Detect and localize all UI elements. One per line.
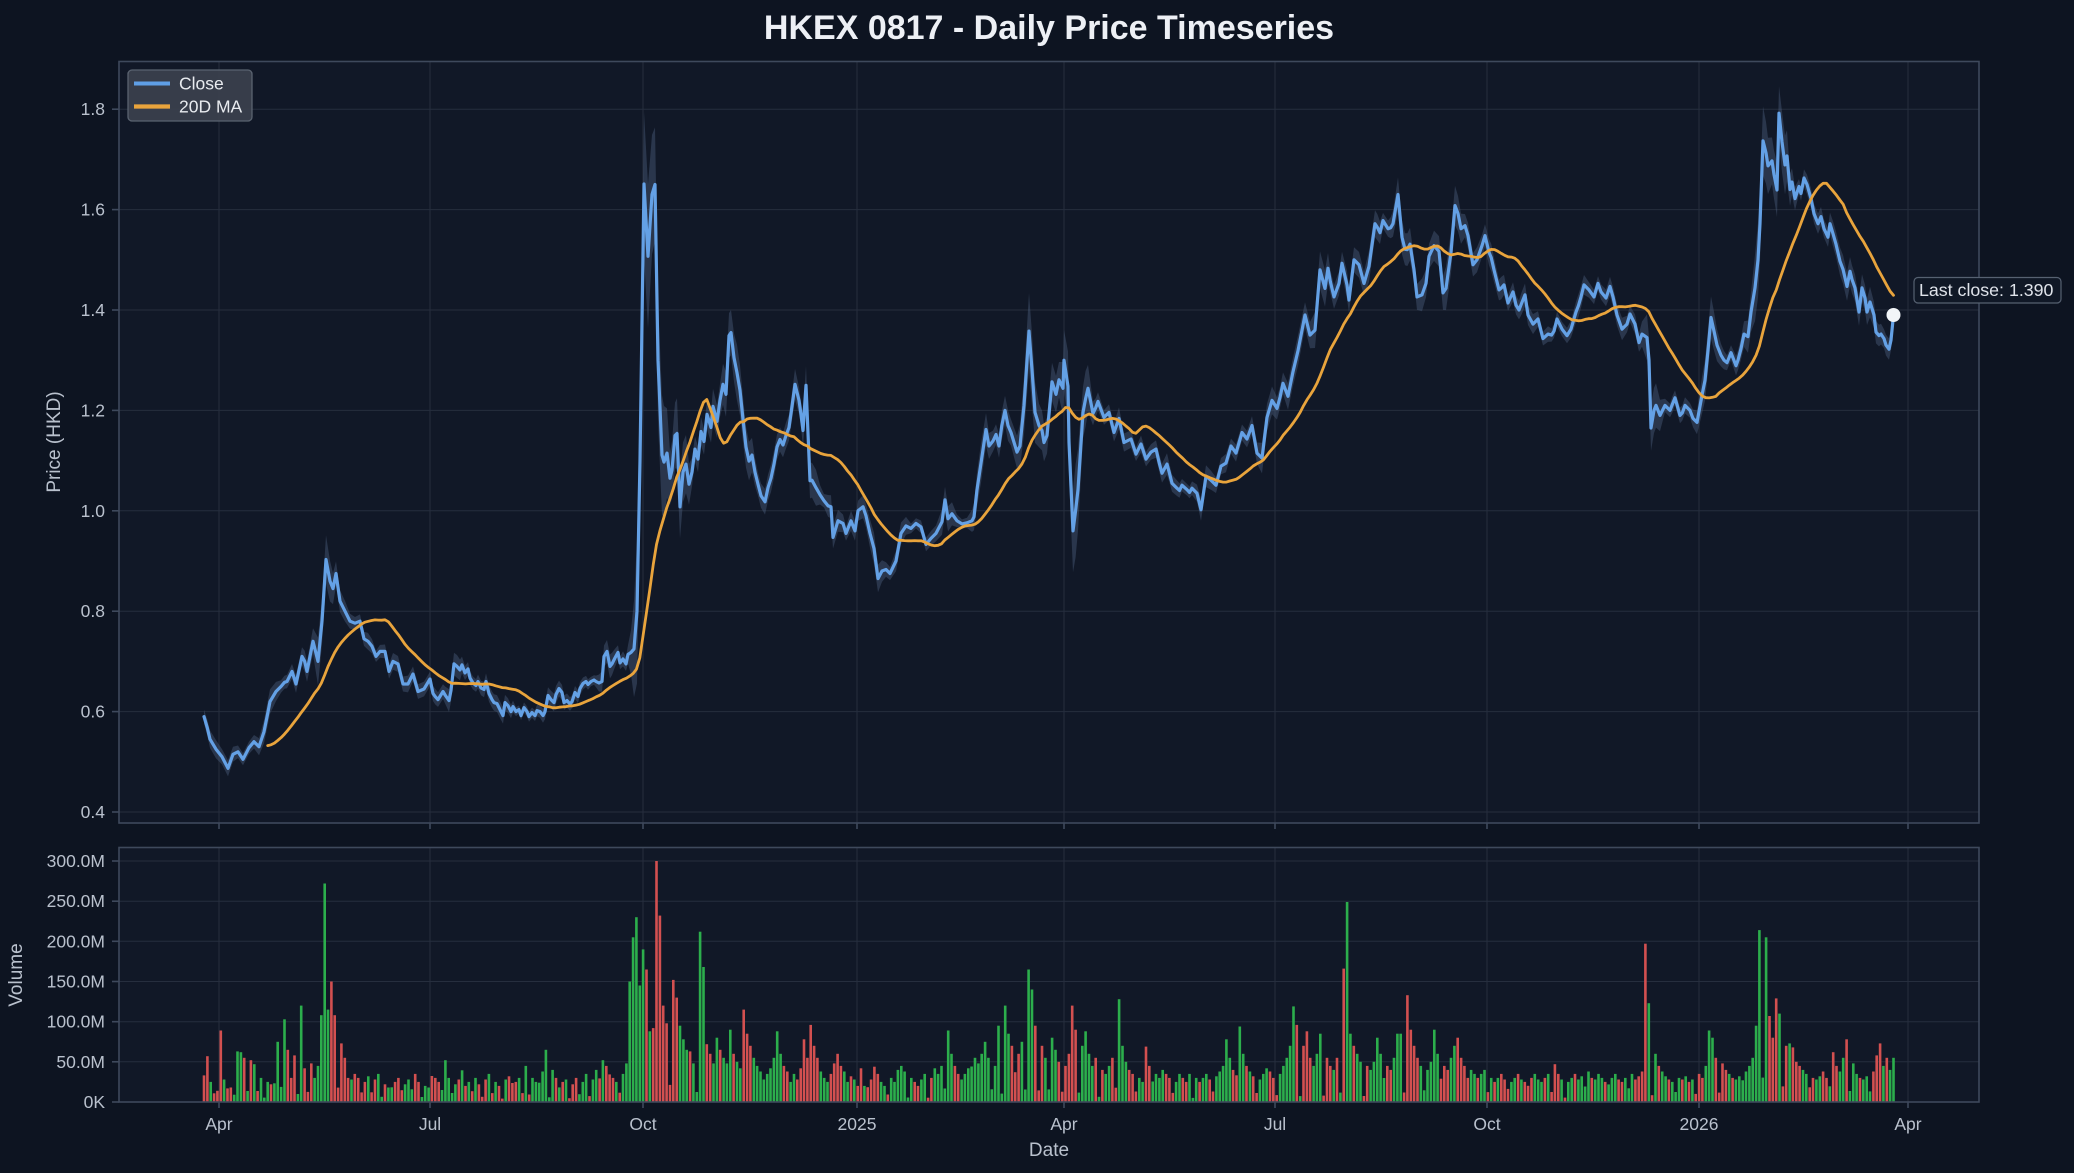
svg-text:100.0M: 100.0M <box>47 1012 105 1032</box>
svg-text:1.2: 1.2 <box>81 400 105 420</box>
svg-text:Apr: Apr <box>1894 1114 1921 1134</box>
svg-text:150.0M: 150.0M <box>47 972 105 992</box>
svg-text:Jul: Jul <box>1264 1114 1286 1134</box>
svg-text:0.8: 0.8 <box>81 601 105 621</box>
svg-text:Date: Date <box>1029 1140 1069 1161</box>
svg-text:Last close: 1.390: Last close: 1.390 <box>1919 280 2054 300</box>
svg-text:1.4: 1.4 <box>81 300 106 320</box>
svg-text:2026: 2026 <box>1680 1114 1719 1134</box>
svg-text:HKEX 0817 - Daily Price Timese: HKEX 0817 - Daily Price Timeseries <box>764 9 1334 47</box>
svg-text:Volume: Volume <box>6 943 27 1006</box>
svg-text:Oct: Oct <box>629 1114 656 1134</box>
svg-text:250.0M: 250.0M <box>47 891 105 911</box>
svg-text:Apr: Apr <box>205 1114 232 1134</box>
svg-text:50.0M: 50.0M <box>56 1052 105 1072</box>
svg-text:2025: 2025 <box>838 1114 877 1134</box>
svg-text:300.0M: 300.0M <box>47 851 105 871</box>
svg-text:Close: Close <box>179 74 224 94</box>
svg-text:Apr: Apr <box>1050 1114 1077 1134</box>
svg-text:0.6: 0.6 <box>81 702 105 722</box>
svg-text:Oct: Oct <box>1473 1114 1500 1134</box>
svg-text:1.0: 1.0 <box>81 501 106 521</box>
svg-text:20D MA: 20D MA <box>179 97 243 117</box>
svg-text:0.4: 0.4 <box>81 802 106 822</box>
svg-text:Jul: Jul <box>419 1114 441 1134</box>
svg-text:Price (HKD): Price (HKD) <box>44 391 65 492</box>
svg-text:200.0M: 200.0M <box>47 931 105 951</box>
svg-text:1.8: 1.8 <box>81 99 105 119</box>
svg-text:1.6: 1.6 <box>81 200 105 220</box>
svg-text:0K: 0K <box>84 1092 106 1112</box>
